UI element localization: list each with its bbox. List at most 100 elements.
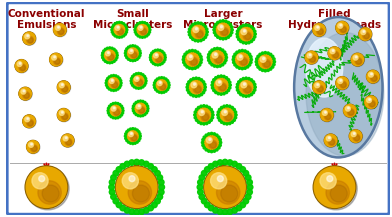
Ellipse shape (189, 80, 204, 95)
Ellipse shape (353, 134, 360, 141)
Ellipse shape (209, 62, 211, 64)
Ellipse shape (198, 106, 200, 109)
Ellipse shape (243, 171, 249, 176)
Ellipse shape (239, 80, 254, 95)
Ellipse shape (161, 92, 163, 94)
Ellipse shape (187, 54, 193, 60)
Ellipse shape (125, 31, 127, 33)
Ellipse shape (236, 164, 242, 169)
Ellipse shape (309, 54, 311, 56)
Ellipse shape (107, 52, 109, 54)
Ellipse shape (152, 51, 165, 64)
Ellipse shape (134, 103, 147, 115)
Ellipse shape (105, 82, 107, 84)
Ellipse shape (184, 53, 186, 55)
Ellipse shape (245, 86, 251, 93)
Ellipse shape (142, 100, 144, 102)
Ellipse shape (163, 52, 165, 54)
Ellipse shape (247, 66, 249, 68)
Ellipse shape (258, 55, 274, 70)
Ellipse shape (199, 110, 205, 115)
Ellipse shape (27, 141, 39, 153)
Ellipse shape (132, 60, 134, 62)
Ellipse shape (211, 173, 227, 189)
Ellipse shape (167, 89, 169, 90)
Ellipse shape (215, 91, 217, 94)
Ellipse shape (194, 114, 196, 116)
Ellipse shape (129, 128, 131, 130)
Ellipse shape (213, 79, 215, 81)
Ellipse shape (155, 198, 160, 204)
Ellipse shape (156, 57, 162, 62)
Ellipse shape (201, 171, 207, 176)
Ellipse shape (140, 52, 142, 54)
Ellipse shape (197, 22, 199, 24)
Ellipse shape (305, 51, 318, 64)
Ellipse shape (336, 77, 348, 89)
Ellipse shape (198, 121, 200, 123)
Ellipse shape (201, 113, 209, 121)
Ellipse shape (130, 134, 137, 141)
Ellipse shape (125, 25, 127, 26)
Ellipse shape (137, 115, 139, 117)
Ellipse shape (163, 77, 165, 79)
Ellipse shape (107, 107, 109, 109)
Ellipse shape (104, 49, 116, 61)
Ellipse shape (205, 28, 208, 30)
Ellipse shape (58, 81, 71, 94)
Ellipse shape (233, 119, 235, 121)
Ellipse shape (205, 105, 208, 107)
Ellipse shape (222, 20, 224, 22)
Ellipse shape (328, 47, 341, 60)
Ellipse shape (117, 26, 119, 28)
Ellipse shape (216, 23, 231, 38)
Ellipse shape (336, 22, 348, 34)
Ellipse shape (214, 78, 229, 93)
Ellipse shape (194, 111, 196, 113)
Ellipse shape (218, 136, 220, 138)
Ellipse shape (23, 32, 36, 45)
Ellipse shape (62, 135, 74, 147)
Ellipse shape (305, 51, 318, 64)
Ellipse shape (219, 20, 221, 22)
Ellipse shape (187, 83, 189, 85)
Ellipse shape (62, 87, 67, 92)
Ellipse shape (248, 41, 250, 44)
Ellipse shape (152, 51, 164, 64)
Ellipse shape (113, 90, 114, 92)
Ellipse shape (202, 23, 205, 26)
Ellipse shape (216, 149, 218, 151)
Ellipse shape (134, 142, 136, 144)
Ellipse shape (117, 88, 119, 90)
Ellipse shape (306, 38, 343, 97)
Ellipse shape (204, 25, 207, 28)
Ellipse shape (124, 52, 126, 54)
Ellipse shape (53, 23, 66, 36)
Ellipse shape (324, 113, 331, 120)
Ellipse shape (204, 83, 206, 85)
Ellipse shape (139, 108, 144, 113)
Ellipse shape (138, 131, 140, 133)
Ellipse shape (135, 73, 137, 75)
Ellipse shape (132, 128, 134, 130)
Ellipse shape (109, 47, 111, 49)
Ellipse shape (156, 79, 169, 92)
Ellipse shape (213, 26, 216, 28)
Ellipse shape (159, 64, 161, 66)
Ellipse shape (140, 115, 142, 117)
Ellipse shape (264, 52, 267, 54)
Ellipse shape (200, 39, 202, 42)
Ellipse shape (344, 105, 356, 117)
Ellipse shape (131, 133, 132, 135)
Ellipse shape (201, 141, 204, 144)
Ellipse shape (191, 59, 197, 65)
Ellipse shape (113, 61, 115, 62)
Ellipse shape (142, 115, 144, 117)
Ellipse shape (313, 24, 326, 37)
Ellipse shape (27, 36, 34, 43)
Ellipse shape (129, 160, 134, 165)
Ellipse shape (54, 56, 56, 58)
Ellipse shape (244, 50, 246, 52)
Ellipse shape (127, 130, 139, 142)
Ellipse shape (136, 77, 138, 79)
